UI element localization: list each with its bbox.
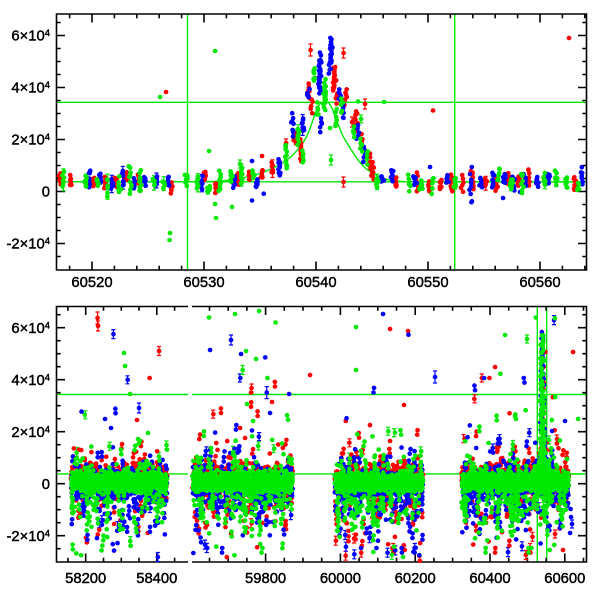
svg-text:60530: 60530 <box>183 275 224 291</box>
svg-text:-2×104: -2×104 <box>6 236 50 253</box>
svg-text:2×104: 2×104 <box>11 132 50 149</box>
svg-text:60000: 60000 <box>320 571 361 587</box>
svg-text:6×104: 6×104 <box>11 28 50 45</box>
svg-text:60560: 60560 <box>519 275 560 291</box>
svg-text:60400: 60400 <box>469 571 510 587</box>
svg-text:0: 0 <box>42 477 50 493</box>
svg-text:60520: 60520 <box>71 275 112 291</box>
svg-text:58200: 58200 <box>65 571 106 587</box>
svg-text:0: 0 <box>42 185 50 201</box>
svg-text:59800: 59800 <box>245 571 286 587</box>
svg-text:58400: 58400 <box>136 571 177 587</box>
svg-text:2×104: 2×104 <box>11 424 50 441</box>
svg-text:6×104: 6×104 <box>11 320 50 337</box>
svg-text:-2×104: -2×104 <box>6 528 50 545</box>
svg-text:60200: 60200 <box>395 571 436 587</box>
svg-text:60540: 60540 <box>295 275 336 291</box>
svg-text:4×104: 4×104 <box>11 372 50 389</box>
svg-text:60550: 60550 <box>407 275 448 291</box>
svg-text:4×104: 4×104 <box>11 80 50 97</box>
svg-text:60600: 60600 <box>544 571 585 587</box>
